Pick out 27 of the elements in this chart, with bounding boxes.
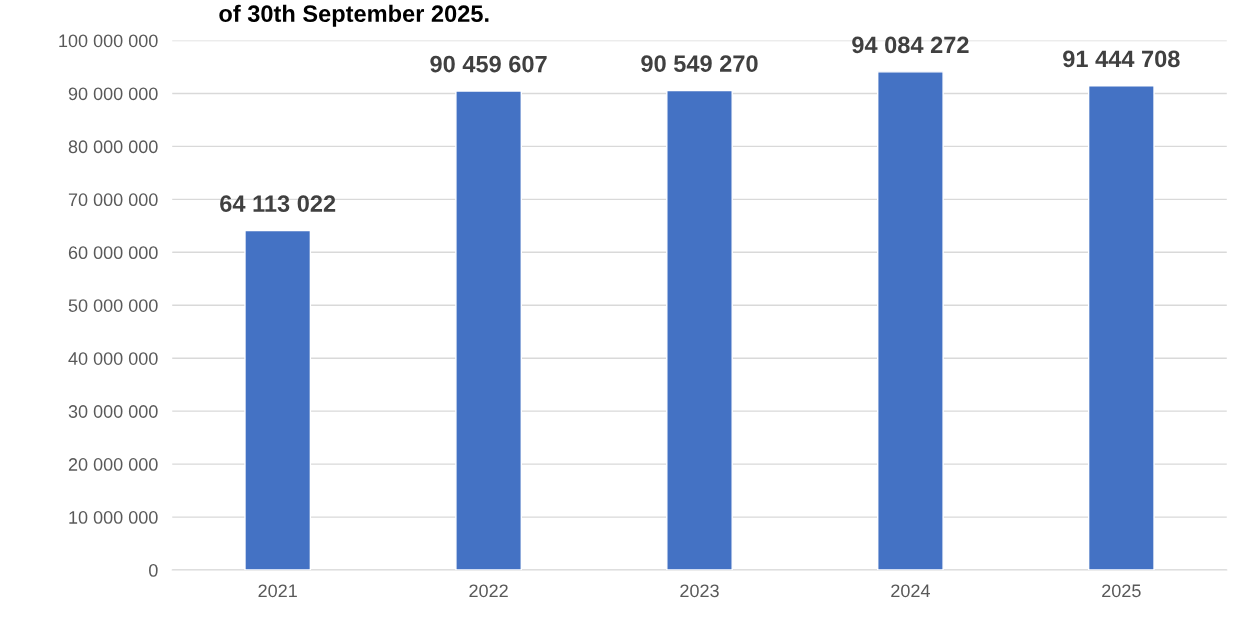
chart-title: of 30th September 2025. bbox=[219, 4, 489, 27]
y-tick-label: 90 000 000 bbox=[68, 87, 158, 101]
data-label: 90 459 607 bbox=[430, 55, 547, 73]
y-tick-label: 30 000 000 bbox=[68, 405, 158, 418]
bar bbox=[666, 89, 733, 571]
x-tick-label: 2024 bbox=[891, 584, 930, 598]
bar bbox=[244, 229, 312, 571]
y-tick-label: 60 000 000 bbox=[68, 246, 158, 260]
data-label: 90 549 270 bbox=[641, 55, 758, 72]
y-tick-label: 20 000 000 bbox=[68, 458, 158, 471]
x-tick-label: 2022 bbox=[469, 584, 508, 598]
y-tick-label: 10 000 000 bbox=[69, 511, 158, 524]
y-tick-label: 100 000 000 bbox=[59, 34, 158, 48]
y-tick-label: 40 000 000 bbox=[68, 352, 158, 365]
x-tick-label: 2025 bbox=[1102, 584, 1141, 598]
bar bbox=[877, 71, 944, 571]
bar bbox=[455, 90, 522, 571]
y-tick-label: 70 000 000 bbox=[68, 193, 158, 207]
y-tick-label: 80 000 000 bbox=[68, 140, 158, 154]
data-label: 64 113 022 bbox=[220, 195, 336, 213]
y-tick-label: 50 000 000 bbox=[68, 299, 158, 312]
data-label: 91 444 708 bbox=[1063, 50, 1180, 68]
bar bbox=[1087, 85, 1155, 571]
x-tick-label: 2021 bbox=[258, 584, 297, 598]
y-tick-label: 0 bbox=[149, 563, 158, 577]
data-label: 94 084 272 bbox=[852, 36, 969, 54]
x-tick-label: 2023 bbox=[680, 584, 719, 598]
